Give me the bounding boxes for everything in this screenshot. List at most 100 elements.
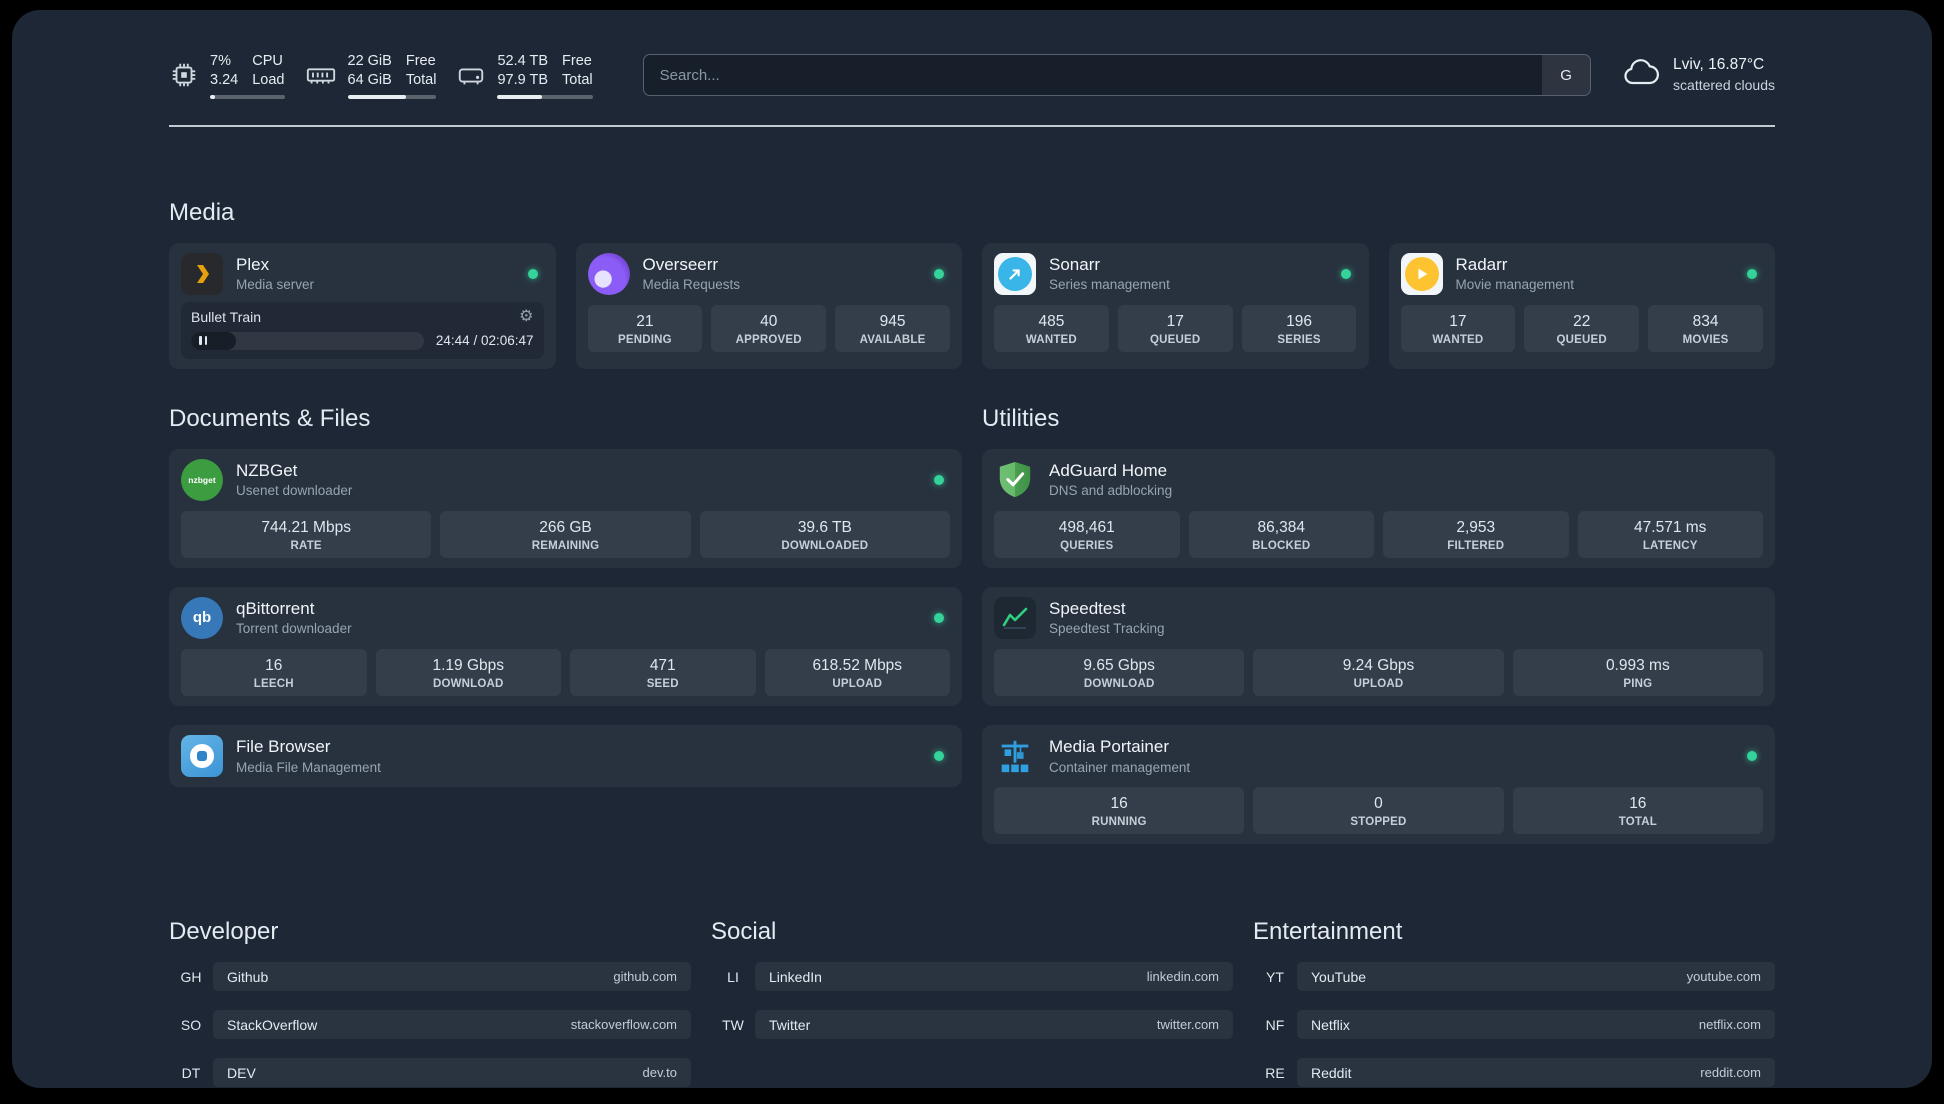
stat-label: PING: [1623, 677, 1653, 690]
now-playing-title: Bullet Train: [191, 308, 262, 325]
section-title-entertainment: Entertainment: [1253, 918, 1403, 946]
service-name: Sonarr: [1049, 254, 1101, 274]
cpu-widget: 7% 3.24 CPU Load: [169, 52, 285, 99]
service-name: Media Portainer: [1049, 737, 1170, 757]
bookmark-url: dev.to: [642, 1065, 677, 1081]
stat-tile: 16 TOTAL: [1512, 786, 1763, 835]
stat-label: REMAINING: [531, 539, 600, 552]
stat-tile: 945 AVAILABLE: [835, 304, 950, 352]
service-card-plex[interactable]: Plex Media server Bullet Train ⚙: [169, 242, 556, 369]
stat-label: SERIES: [1277, 333, 1321, 346]
bookmark-name: DEV: [227, 1064, 256, 1081]
bookmark-row[interactable]: GH Github github.com: [169, 962, 691, 992]
stat-tile: 9.65 Gbps DOWNLOAD: [994, 648, 1245, 696]
bookmark-url: netflix.com: [1698, 1017, 1761, 1033]
stat-value: 834: [1692, 312, 1719, 330]
search-bar: G: [642, 54, 1592, 97]
section-title-developer: Developer: [169, 918, 279, 946]
stat-label: RUNNING: [1091, 816, 1147, 829]
service-name: Plex: [236, 254, 270, 274]
playback-time: 24:44 / 02:06:47: [435, 333, 534, 349]
service-description: Series management: [1049, 277, 1170, 293]
stat-tile: 9.24 Gbps UPLOAD: [1253, 648, 1504, 696]
service-description: Movie management: [1455, 277, 1575, 293]
stat-tile: 22 QUEUED: [1524, 304, 1640, 352]
service-card-filebrowser[interactable]: File Browser Media File Management: [169, 724, 962, 787]
filebrowser-icon: [181, 734, 223, 777]
service-card-sonarr[interactable]: Sonarr Series management 485 WANTED 17 Q…: [982, 242, 1369, 369]
disk-free-value: 52.4 TB: [497, 53, 549, 69]
overseerr-icon: [587, 252, 630, 295]
search-provider-button[interactable]: G: [1542, 55, 1591, 96]
bookmark-name: Github: [227, 968, 269, 985]
service-description: Media server: [236, 277, 315, 293]
search-input[interactable]: [643, 55, 1543, 96]
stat-tile: 47.571 ms LATENCY: [1577, 510, 1763, 558]
bookmark-row[interactable]: RE Reddit reddit.com: [1253, 1058, 1775, 1088]
weather-location-temp: Lviv, 16.87°C: [1673, 56, 1765, 74]
service-card-nzbget[interactable]: nzbget NZBGet Usenet downloader 744.21 M…: [169, 448, 962, 568]
bookmark-row[interactable]: YT YouTube youtube.com: [1253, 962, 1775, 992]
stat-label: APPROVED: [735, 333, 802, 346]
stat-value: 17: [1166, 312, 1184, 330]
bookmark-row[interactable]: LI LinkedIn linkedin.com: [711, 962, 1233, 992]
stat-label: AVAILABLE: [859, 333, 926, 346]
disk-total-label: Total: [562, 71, 593, 88]
service-card-qbittorrent[interactable]: qb qBittorrent Torrent downloader 16 LEE…: [169, 586, 962, 706]
bookmark-row[interactable]: SO StackOverflow stackoverflow.com: [169, 1010, 691, 1040]
stat-value: 16: [265, 656, 283, 674]
bookmark-name: YouTube: [1311, 968, 1367, 985]
service-card-adguard[interactable]: AdGuard Home DNS and adblocking 498,461 …: [982, 448, 1775, 568]
bookmark-name: LinkedIn: [769, 968, 822, 985]
service-card-overseerr[interactable]: Overseerr Media Requests 21 PENDING 40 A…: [575, 242, 962, 369]
stat-label: STOPPED: [1350, 816, 1407, 829]
service-card-speedtest[interactable]: Speedtest Speedtest Tracking 9.65 Gbps D…: [982, 586, 1775, 706]
stat-value: 21: [636, 312, 654, 330]
bookmark-row[interactable]: TW Twitter twitter.com: [711, 1010, 1233, 1040]
stat-tile: 266 GB REMAINING: [440, 510, 691, 558]
cloud-icon: [1621, 57, 1661, 94]
stat-label: RATE: [290, 539, 322, 552]
service-name: Speedtest: [1049, 599, 1126, 619]
qbittorrent-icon: qb: [181, 596, 223, 639]
stat-tile: 16 LEECH: [181, 648, 367, 696]
bookmark-row[interactable]: NF Netflix netflix.com: [1253, 1010, 1775, 1040]
service-card-portainer[interactable]: Media Portainer Container management 16 …: [982, 724, 1775, 845]
stat-value: 22: [1573, 312, 1591, 330]
status-dot: [1340, 268, 1351, 279]
stat-value: 17: [1449, 312, 1467, 330]
stat-tile: 1.19 Gbps DOWNLOAD: [375, 648, 561, 696]
service-name: File Browser: [236, 737, 331, 757]
stat-label: WANTED: [1432, 333, 1484, 346]
divider: [169, 124, 1775, 127]
gear-icon[interactable]: ⚙: [519, 307, 534, 325]
cpu-usage-value: 7%: [210, 53, 231, 69]
service-description: Media File Management: [236, 759, 381, 775]
disk-usage-bar: [497, 94, 593, 99]
stat-tile: 834 MOVIES: [1648, 304, 1763, 352]
bookmark-url: reddit.com: [1700, 1065, 1761, 1081]
service-name: qBittorrent: [236, 599, 315, 619]
bookmark-url: linkedin.com: [1146, 969, 1219, 985]
stat-tile: 40 APPROVED: [711, 304, 827, 352]
stat-tile: 2,953 FILTERED: [1383, 510, 1569, 558]
bookmark-abbr: RE: [1265, 1064, 1285, 1081]
stat-tile: 471 SEED: [570, 648, 756, 696]
dashboard: 7% 3.24 CPU Load: [12, 10, 1932, 1088]
stat-value: 498,461: [1058, 518, 1115, 536]
memory-free-label: Free: [405, 53, 436, 69]
service-description: Container management: [1049, 759, 1191, 775]
adguard-icon: [994, 459, 1036, 501]
pause-button[interactable]: [199, 332, 207, 350]
service-description: Torrent downloader: [236, 621, 352, 637]
bookmark-row[interactable]: DT DEV dev.to: [169, 1058, 691, 1088]
stat-tile: 17 WANTED: [1400, 304, 1516, 352]
progress-bar[interactable]: [191, 331, 424, 350]
section-utilities: Utilities: [982, 405, 1775, 845]
stat-label: PENDING: [618, 333, 672, 346]
service-name: Overseerr: [642, 254, 719, 274]
status-dot: [934, 268, 944, 279]
memory-total-label: Total: [405, 71, 437, 88]
service-card-radarr[interactable]: Radarr Movie management 17 WANTED 22 QUE…: [1388, 242, 1775, 369]
stat-label: SEED: [646, 677, 679, 690]
